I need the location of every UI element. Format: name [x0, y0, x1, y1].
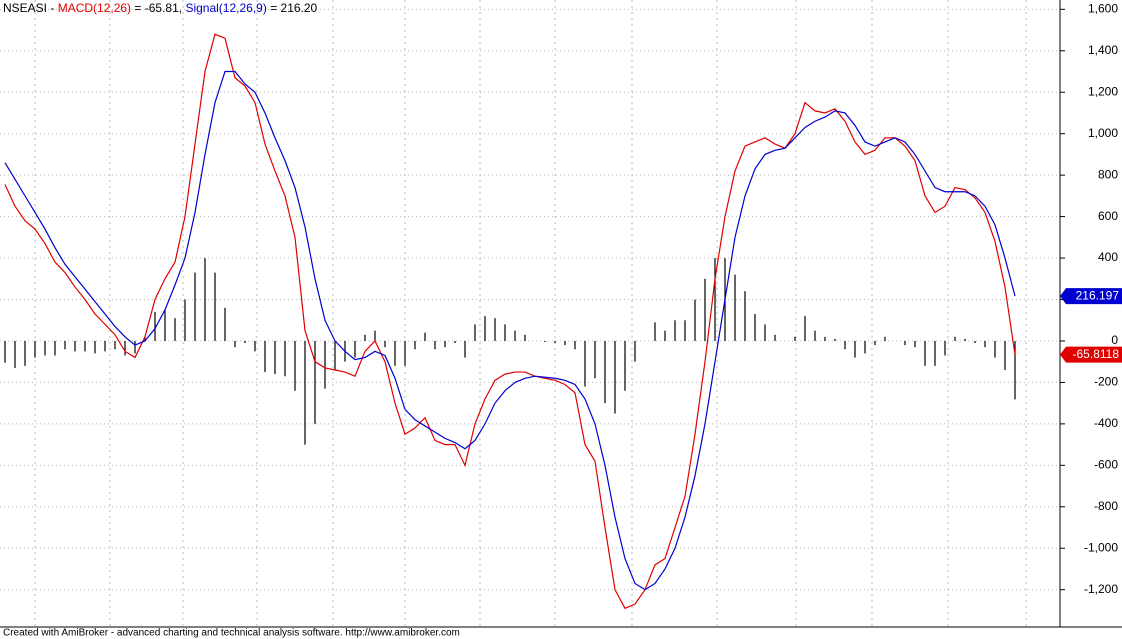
value-marker-label: -65.8118 [1073, 347, 1120, 361]
value-marker-label: 216.197 [1076, 288, 1120, 302]
line [4, 70, 1016, 591]
y-tick-label: 1,600 [1088, 1, 1118, 15]
chart-title: NSEASI - MACD(12,26) = -65.81, Signal(12… [3, 1, 318, 15]
y-tick-label: 1,000 [1088, 126, 1118, 140]
value-marker [1060, 288, 1122, 305]
y-tick-label: -600 [1094, 457, 1118, 471]
y-tick-label: 1,400 [1088, 43, 1118, 57]
legend-value: = -65.81, [134, 1, 182, 15]
y-tick-label: 1,200 [1088, 84, 1118, 98]
legend-value: = 216.20 [270, 1, 317, 15]
y-tick-label: 800 [1098, 167, 1118, 181]
y-tick-label: 0 [1111, 333, 1118, 347]
line [4, 33, 1016, 610]
y-tick-label: -200 [1094, 375, 1118, 389]
value-marker [1060, 346, 1122, 363]
y-tick-label: -1,200 [1084, 582, 1118, 596]
y-tick-label: -1,000 [1084, 540, 1118, 554]
y-tick-label: 400 [1098, 250, 1118, 264]
time-grid [34, 0, 1027, 627]
footer: Created with AmiBroker - advanced charti… [3, 628, 460, 639]
title-text: NSEASI - [3, 1, 54, 15]
y-tick-label: -800 [1094, 499, 1118, 513]
y-tick-label: 600 [1098, 209, 1118, 223]
legend-name: Signal(12,26,9) [185, 1, 266, 15]
legend-name: MACD(12,26) [58, 1, 131, 15]
y-tick-label: -400 [1094, 416, 1118, 430]
